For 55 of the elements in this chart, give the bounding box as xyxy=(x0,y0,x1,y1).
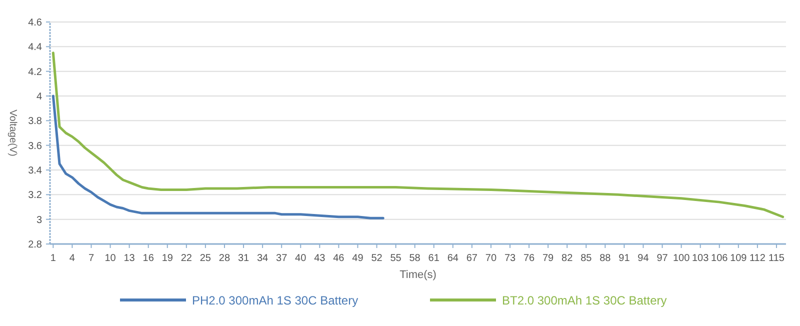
x-tick-label: 43 xyxy=(314,253,326,264)
x-tick-label: 34 xyxy=(256,253,269,264)
y-axis-title: Voltage(V) xyxy=(7,110,18,156)
x-tick-label: 103 xyxy=(692,253,710,264)
x-tick-label: 70 xyxy=(485,253,497,264)
x-tick-label: 73 xyxy=(504,253,516,264)
y-tick-label: 4.6 xyxy=(28,18,42,28)
x-tick-label: 10 xyxy=(104,253,116,264)
line-series xyxy=(52,94,384,220)
x-tick-label: 46 xyxy=(333,253,345,264)
y-tick-label: 3.4 xyxy=(28,166,42,176)
y-tick-label: 2.8 xyxy=(28,240,42,250)
x-tick-label: 1 xyxy=(50,253,56,264)
y-tick-label: 4 xyxy=(36,92,42,102)
x-tick-label: 37 xyxy=(276,253,288,264)
x-tick-label: 22 xyxy=(180,253,192,264)
y-tick-label: 3.6 xyxy=(28,140,42,152)
x-tick-label: 100 xyxy=(672,253,690,264)
x-tick-label: 7 xyxy=(88,253,94,264)
text: PH2.0 300mAh 1S 30C Battery xyxy=(192,294,358,308)
x-tick-label: 28 xyxy=(218,253,230,264)
x-tick-label: 52 xyxy=(371,253,383,264)
x-tick-label: 94 xyxy=(638,253,650,264)
line-series xyxy=(52,52,784,218)
x-tick-label: 79 xyxy=(542,253,554,264)
y-tick-label: 4.4 xyxy=(28,42,42,54)
x-tick-label: 115 xyxy=(768,253,785,264)
x-tick-label: 106 xyxy=(711,253,728,264)
x-tick-label: 49 xyxy=(352,253,364,264)
x-tick-label: 55 xyxy=(390,253,402,264)
x-tick-label: 64 xyxy=(447,253,459,264)
x-tick-label: 16 xyxy=(142,253,154,264)
x-tick-label: 82 xyxy=(562,253,574,264)
x-tick-label: 85 xyxy=(580,253,592,264)
x-tick-label: 91 xyxy=(618,253,630,264)
x-tick-label: 61 xyxy=(428,253,440,264)
x-tick-label: 19 xyxy=(162,253,174,264)
x-tick-label: 40 xyxy=(295,253,307,264)
x-tick-label: 4 xyxy=(69,253,76,264)
text: BT2.0 300mAh 1S 30C Battery xyxy=(502,294,667,308)
x-tick-label: 25 xyxy=(200,253,212,264)
y-tick-label: 3.2 xyxy=(28,190,42,202)
x-tick-label: 13 xyxy=(124,253,136,264)
x-tick-label: 76 xyxy=(523,253,536,264)
x-axis-title: Time(s) xyxy=(400,269,436,281)
x-tick-label: 88 xyxy=(600,253,612,264)
x-tick-label: 58 xyxy=(409,253,421,264)
y-tick-label: 3.8 xyxy=(28,116,42,128)
x-tick-label: 109 xyxy=(730,253,748,264)
y-tick-label: 4.2 xyxy=(28,66,42,78)
x-tick-label: 97 xyxy=(656,253,668,264)
x-tick-label: 112 xyxy=(749,253,766,264)
x-tick-label: 67 xyxy=(466,253,478,264)
x-tick-label: 31 xyxy=(238,253,250,264)
y-tick-label: 3 xyxy=(36,214,42,226)
